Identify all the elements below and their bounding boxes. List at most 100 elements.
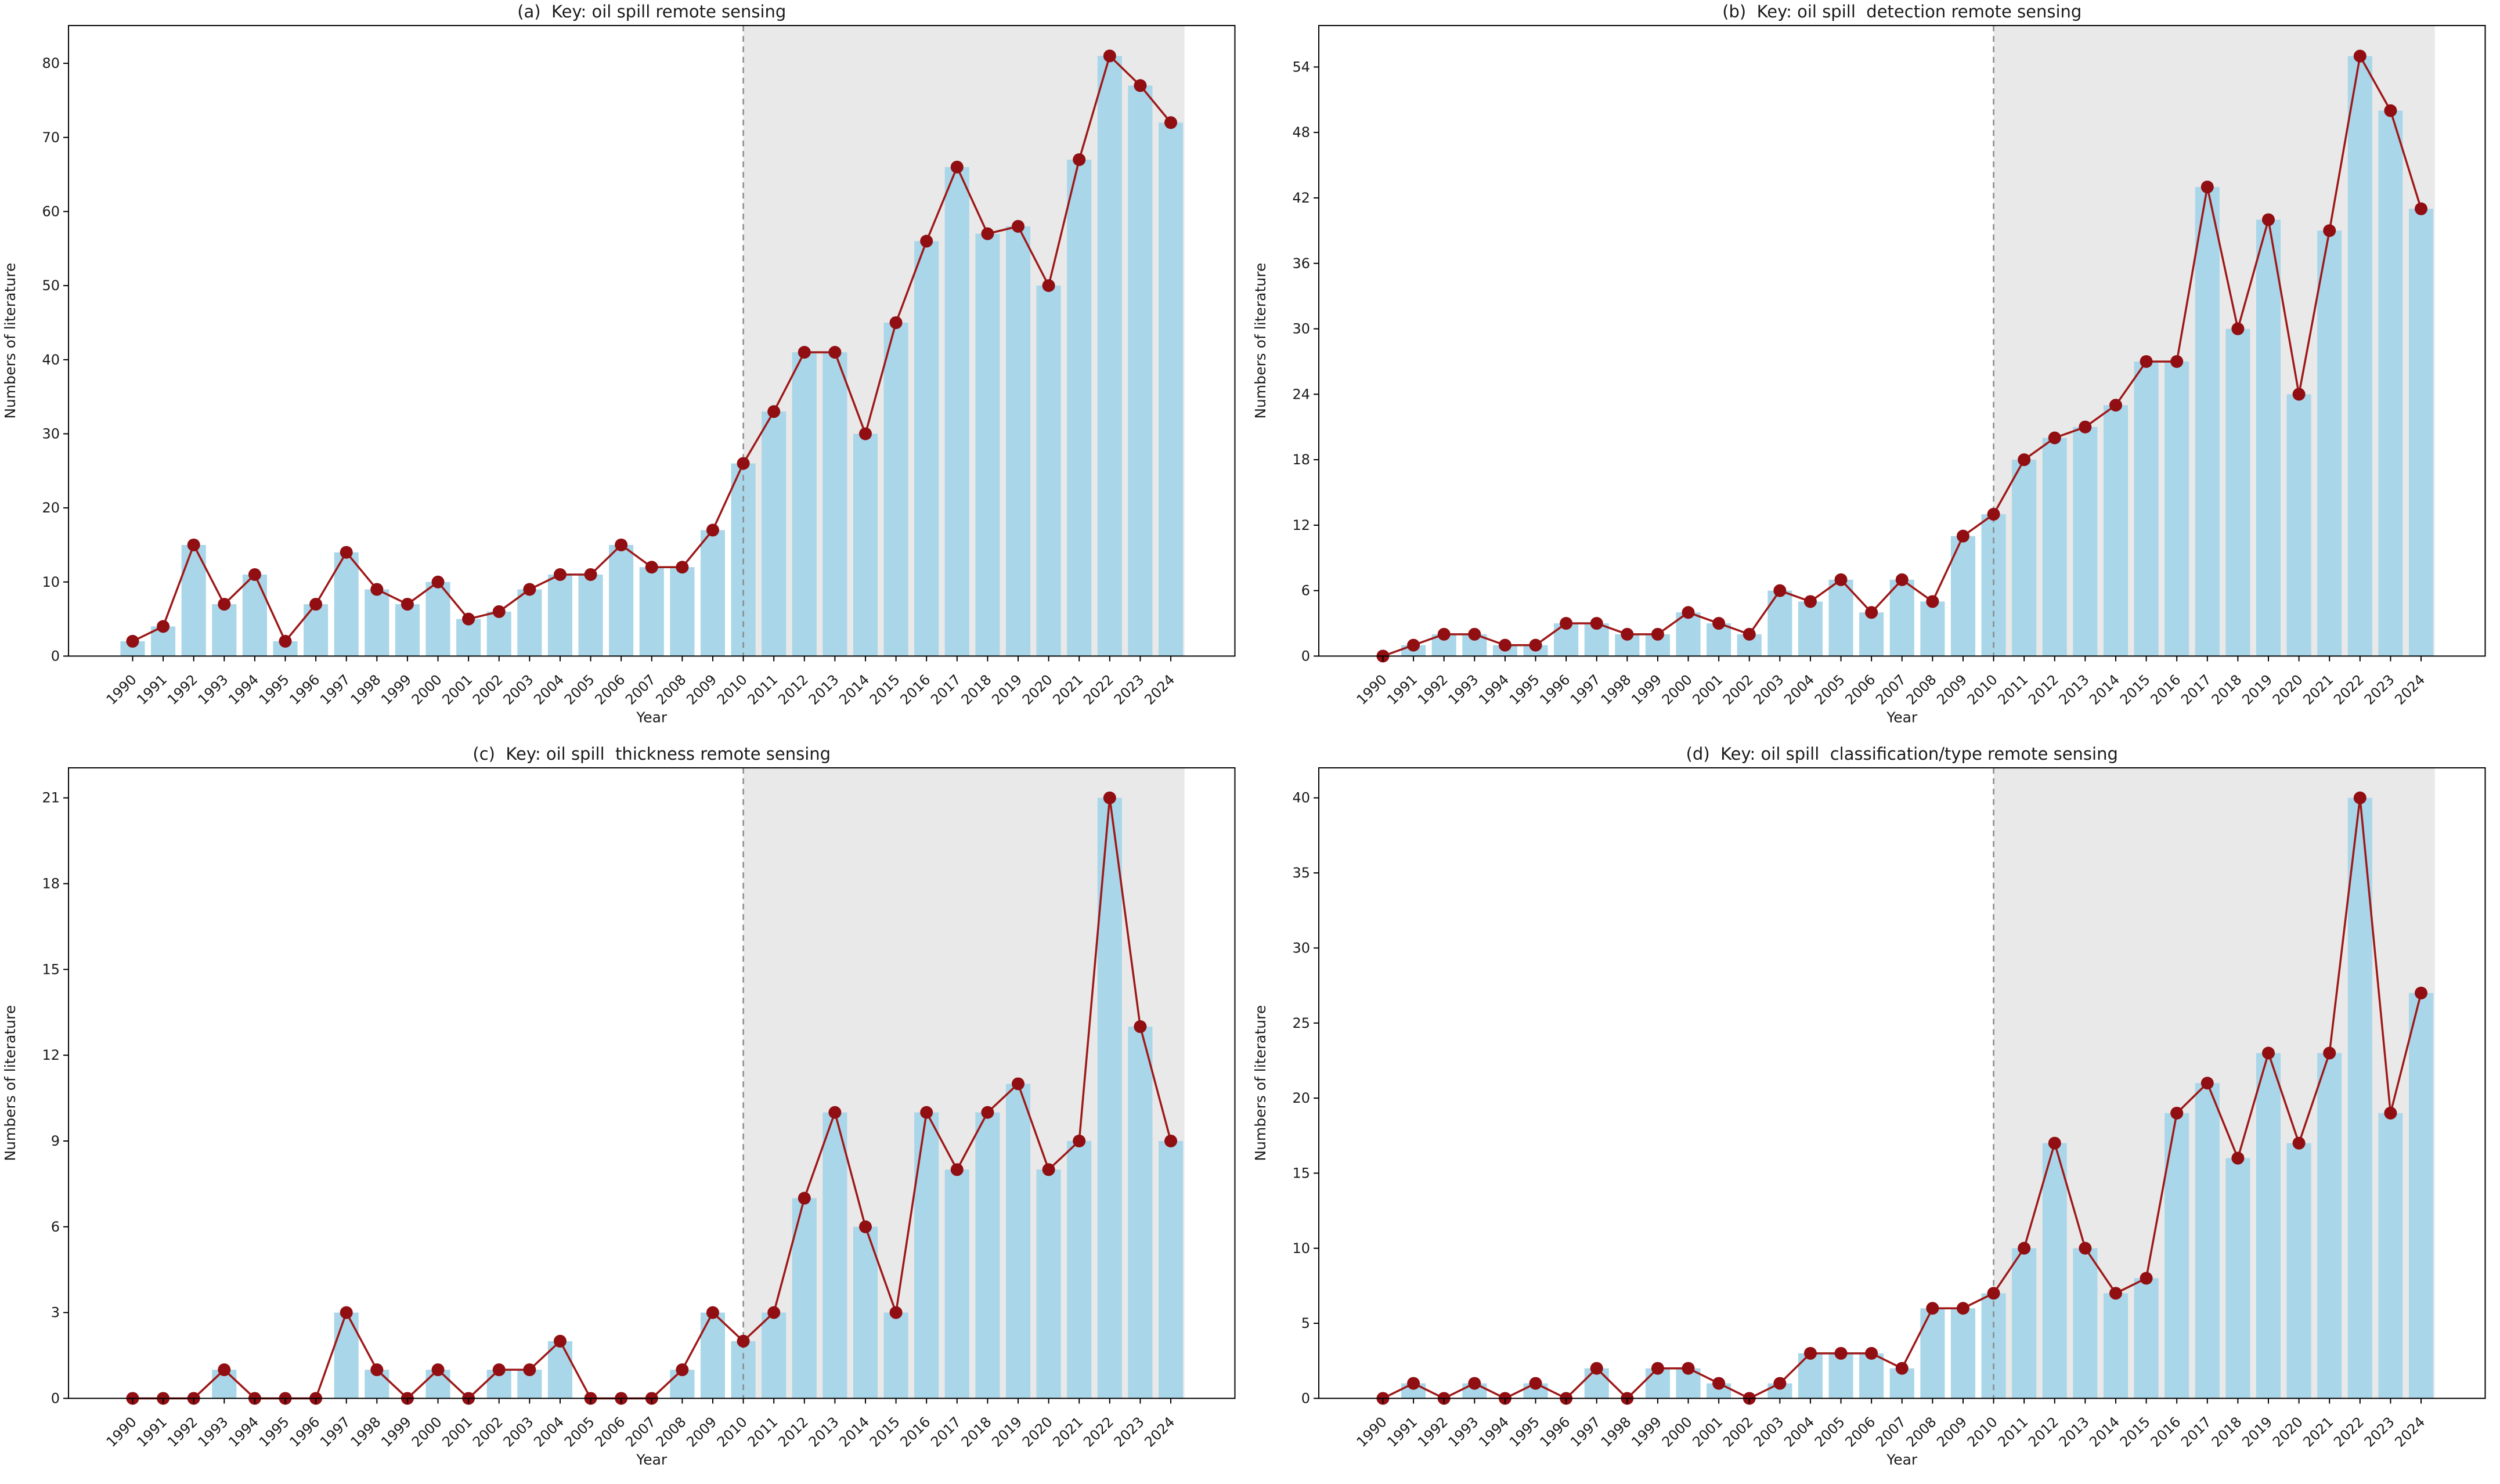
y-axis-label: Numbers of literature: [2, 1005, 19, 1161]
data-markers: [126, 791, 1178, 1404]
bar: [2011, 460, 2036, 656]
data-point: [737, 1334, 750, 1348]
data-point: [2048, 1136, 2061, 1150]
data-point: [767, 405, 781, 418]
bar: [2378, 110, 2402, 656]
data-point: [1895, 1362, 1909, 1375]
data-point: [2170, 1106, 2183, 1120]
bar: [334, 552, 359, 656]
chart-title: (b) Key: oil spill detection remote sens…: [1722, 2, 2081, 21]
data-point: [553, 1334, 567, 1348]
data-point: [950, 160, 964, 174]
bar: [1158, 122, 1184, 656]
y-tick-label: 30: [42, 425, 60, 442]
data-point: [2261, 1046, 2275, 1059]
data-point: [1834, 1346, 1848, 1360]
bar: [883, 1312, 908, 1398]
data-point: [370, 583, 384, 596]
bar: [2256, 219, 2281, 656]
bar: [1158, 1140, 1184, 1398]
data-point: [1590, 617, 1603, 630]
x-axis-label: Year: [636, 709, 668, 725]
bar: [517, 589, 542, 656]
data-point: [706, 523, 719, 537]
data-point: [1956, 1301, 1969, 1315]
bar: [181, 544, 206, 656]
data-point: [126, 634, 139, 648]
data-point: [584, 568, 597, 582]
y-axis: 0 3 6 9 12 15 18 21: [42, 789, 69, 1406]
data-point: [1651, 1362, 1664, 1375]
data-point: [340, 1306, 353, 1319]
bar: [1828, 579, 1853, 656]
data-point: [950, 1162, 964, 1176]
y-tick-label: 42: [1292, 190, 1310, 206]
y-tick-label: 12: [1292, 517, 1310, 533]
data-point: [218, 1363, 231, 1376]
data-point: [1042, 1162, 1055, 1176]
data-point: [1987, 1286, 2000, 1299]
bar: [1798, 601, 1823, 656]
data-point: [1164, 1134, 1178, 1147]
bar: [1128, 1026, 1153, 1398]
y-tick-label: 0: [1301, 648, 1309, 664]
bar: [1128, 85, 1153, 656]
y-tick-label: 10: [1292, 1240, 1310, 1256]
data-point: [1590, 1362, 1603, 1375]
chart-a: 1990199119921993199419951996199719981999…: [0, 0, 1250, 742]
y-tick-label: 70: [42, 129, 60, 146]
data-point: [920, 234, 933, 248]
bar: [975, 1112, 1000, 1398]
bar: [2378, 1113, 2402, 1398]
bar: [2225, 328, 2250, 656]
bar: [1005, 226, 1031, 656]
y-axis-label: Numbers of literature: [1252, 1005, 1269, 1161]
bar: [1920, 601, 1945, 656]
y-tick-label: 0: [51, 648, 60, 664]
data-point: [1987, 508, 2000, 521]
data-point: [2140, 1271, 2153, 1285]
data-point: [1682, 1362, 1695, 1375]
chart-title: (a) Key: oil spill remote sensing: [517, 2, 786, 21]
data-point: [1073, 1134, 1086, 1147]
bar: [639, 567, 664, 656]
chart-c: 1990199119921993199419951996199719981999…: [0, 742, 1250, 1484]
data-point: [1864, 1346, 1878, 1360]
data-point: [2170, 355, 2183, 368]
bar: [1950, 1308, 1975, 1398]
data-point: [1103, 49, 1116, 63]
y-tick-label: 21: [42, 789, 60, 806]
bars: [212, 797, 1184, 1398]
data-point: [2078, 1241, 2091, 1255]
bar: [883, 322, 908, 656]
data-point: [1925, 1301, 1939, 1315]
data-point: [1042, 279, 1055, 293]
bar: [2072, 1248, 2097, 1398]
bar: [2134, 1278, 2159, 1398]
bar: [425, 582, 450, 656]
bar: [486, 611, 511, 656]
data-point: [889, 1306, 903, 1319]
data-point: [1498, 638, 1511, 652]
data-point: [492, 1363, 506, 1376]
data-point: [828, 346, 842, 359]
chart-d: 1990199119921993199419951996199719981999…: [1250, 742, 2500, 1484]
bar: [2408, 992, 2433, 1398]
data-point: [492, 605, 506, 618]
data-point: [1529, 1377, 1542, 1390]
bar: [762, 411, 787, 656]
bar: [304, 604, 329, 656]
bar: [2011, 1248, 2036, 1398]
data-point: [2383, 1106, 2397, 1120]
data-point: [737, 457, 750, 470]
data-point: [523, 583, 536, 596]
y-axis: 0 10 20 30 40 50 60 70 80: [42, 55, 69, 664]
data-point: [1803, 1346, 1817, 1360]
data-point: [2292, 388, 2306, 401]
bar: [1097, 56, 1122, 656]
data-point: [2017, 1241, 2030, 1255]
data-point: [2322, 224, 2336, 237]
bar: [670, 567, 695, 656]
y-tick-label: 54: [1292, 59, 1310, 75]
bar: [1036, 1169, 1061, 1398]
